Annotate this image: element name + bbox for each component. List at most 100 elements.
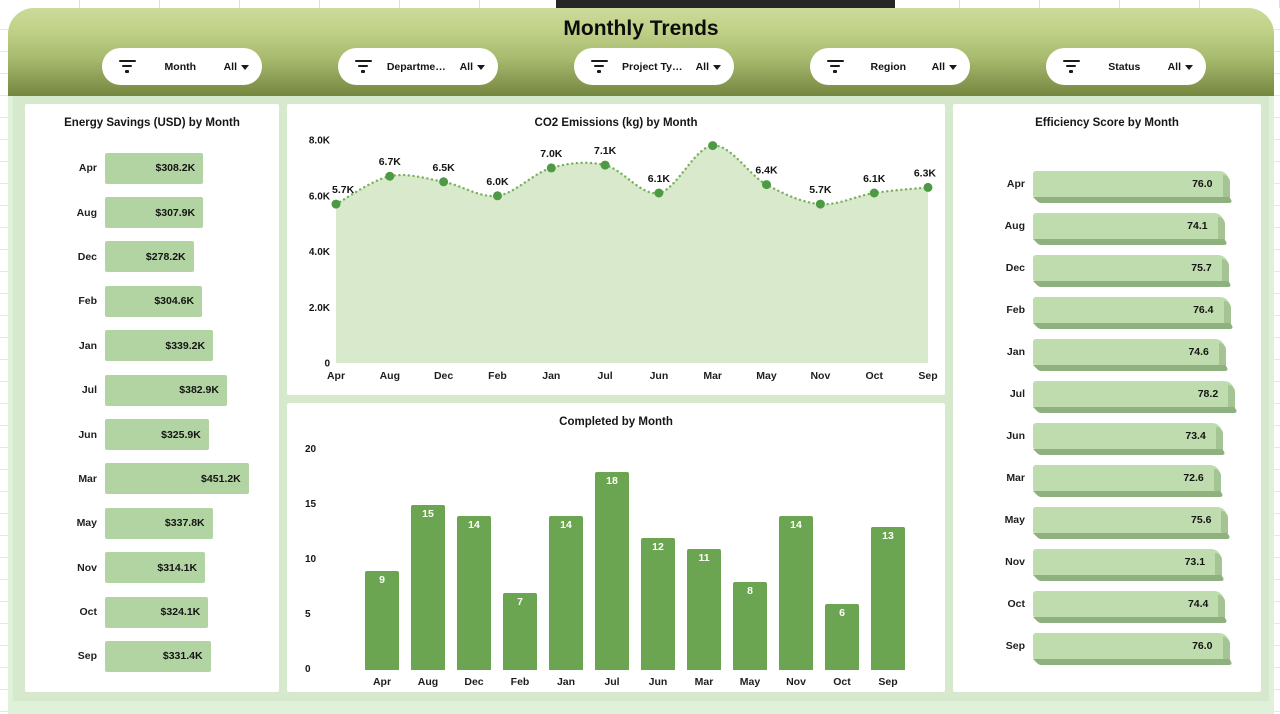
data-point-marker[interactable] xyxy=(600,160,610,170)
filter-label: Status xyxy=(1108,60,1141,73)
filter-value-dropdown[interactable]: All xyxy=(460,61,485,73)
hbar[interactable]: 74.4 xyxy=(1033,591,1226,622)
x-tick-label: Nov xyxy=(810,370,830,382)
hbar-row: Jun $325.9K xyxy=(25,412,271,456)
x-tick-label: Mar xyxy=(703,370,722,382)
filter-pill-region[interactable]: Region All xyxy=(810,48,970,85)
bar-value-label: 73.4 xyxy=(1185,430,1206,442)
vbar[interactable]: 8 xyxy=(733,582,767,670)
bar-column: 7 xyxy=(503,593,537,670)
filter-value-dropdown[interactable]: All xyxy=(224,61,249,73)
data-point-marker[interactable] xyxy=(654,188,664,198)
hbar-row: Aug 74.1 xyxy=(953,205,1247,247)
hbar[interactable]: $314.1K xyxy=(105,552,206,584)
y-tick-label: 20 xyxy=(305,444,317,455)
y-tick-label: 0 xyxy=(324,359,330,370)
filter-pill-month[interactable]: Month All xyxy=(102,48,262,85)
x-tick-label: Feb xyxy=(510,676,530,688)
hbar-row: May $337.8K xyxy=(25,501,271,545)
x-tick-label: Sep xyxy=(918,370,937,382)
data-point-marker[interactable] xyxy=(923,182,933,192)
hbar[interactable]: $339.2K xyxy=(105,330,214,362)
data-point-marker[interactable] xyxy=(331,199,341,209)
data-point-marker[interactable] xyxy=(869,188,879,198)
hbar-row: Jan $339.2K xyxy=(25,324,271,368)
bar-column: 12 xyxy=(641,538,675,670)
data-point-marker[interactable] xyxy=(493,191,502,201)
hbar[interactable]: 76.0 xyxy=(1033,633,1229,664)
data-point-marker[interactable] xyxy=(439,177,449,187)
hbar[interactable]: $337.8K xyxy=(105,507,213,539)
chevron-down-icon xyxy=(712,64,721,70)
x-tick-label: May xyxy=(756,370,777,382)
x-tick-label: Jan xyxy=(556,676,576,688)
x-tick-label: Jun xyxy=(650,370,669,382)
co2-area-chart: 8.0K 6.0K 4.0K 2.0K 0 5.7K Apr 6.7K Aug 6.5K Dec 6.… xyxy=(287,129,945,395)
filter-value-dropdown[interactable]: All xyxy=(1168,61,1193,73)
bar-value-label: 14 xyxy=(790,519,802,531)
vbar[interactable]: 14 xyxy=(457,516,491,670)
hbar[interactable]: 76.0 xyxy=(1033,171,1229,202)
y-tick-label: 15 xyxy=(305,499,317,510)
y-tick-label: 0 xyxy=(305,664,311,675)
hbar[interactable]: $304.6K xyxy=(105,285,203,317)
hbar[interactable]: $278.2K xyxy=(105,241,194,273)
hbar[interactable]: 74.1 xyxy=(1033,213,1225,244)
hbar[interactable]: $308.2K xyxy=(105,152,204,184)
vbar[interactable]: 12 xyxy=(641,538,675,670)
hbar-row: Dec 75.7 xyxy=(953,247,1247,289)
bar-track: $304.6K xyxy=(105,285,271,317)
vbar[interactable]: 14 xyxy=(779,516,813,670)
bar-value-label: 76.4 xyxy=(1193,304,1214,316)
hbar[interactable]: 73.1 xyxy=(1033,549,1223,580)
filter-value: All xyxy=(931,60,945,73)
vbar[interactable]: 18 xyxy=(595,472,629,670)
vbar[interactable]: 11 xyxy=(687,549,721,670)
hbar[interactable]: 75.6 xyxy=(1033,507,1229,538)
data-point-marker[interactable] xyxy=(546,163,556,173)
vbar[interactable]: 7 xyxy=(503,593,537,670)
chevron-down-icon xyxy=(1184,64,1193,70)
hbar[interactable]: $307.9K xyxy=(105,197,204,229)
hbar[interactable]: $331.4K xyxy=(105,640,211,672)
hbar-row: Feb 76.4 xyxy=(953,289,1247,331)
bar-value-label: $331.4K xyxy=(162,650,203,663)
bar-track: 74.1 xyxy=(1033,213,1247,244)
hbar-row: Jun 73.4 xyxy=(953,415,1247,457)
hbar[interactable]: $382.9K xyxy=(105,374,227,406)
chevron-down-icon xyxy=(476,64,485,70)
hbar[interactable]: 74.6 xyxy=(1033,339,1226,370)
filter-pill-department[interactable]: Departme… All xyxy=(338,48,498,85)
hbar[interactable]: 72.6 xyxy=(1033,465,1221,496)
data-point-marker[interactable] xyxy=(385,171,395,181)
bar-track: 76.4 xyxy=(1033,297,1247,328)
chevron-down-icon xyxy=(240,64,249,70)
x-tick-label: Jul xyxy=(604,676,620,688)
vbar[interactable]: 13 xyxy=(871,527,905,670)
data-point-marker[interactable] xyxy=(762,180,771,190)
filter-value: All xyxy=(1167,60,1181,73)
filter-pill-status[interactable]: Status All xyxy=(1046,48,1206,85)
filter-icon xyxy=(117,59,137,74)
hbar[interactable]: 78.2 xyxy=(1033,381,1236,412)
vbar[interactable]: 15 xyxy=(411,505,445,670)
hbar[interactable]: 75.7 xyxy=(1033,255,1229,286)
vbar[interactable]: 9 xyxy=(365,571,399,670)
panel-title: Completed by Month xyxy=(559,416,673,428)
filter-value-dropdown[interactable]: All xyxy=(932,61,957,73)
filter-value-dropdown[interactable]: All xyxy=(696,61,721,73)
data-point-marker[interactable] xyxy=(815,199,825,209)
hbar[interactable]: 73.4 xyxy=(1033,423,1223,454)
hbar[interactable]: $325.9K xyxy=(105,419,209,451)
hbar[interactable]: $324.1K xyxy=(105,596,209,628)
filter-label: Month xyxy=(164,60,197,73)
bar-track: $337.8K xyxy=(105,507,271,539)
vbar[interactable]: 6 xyxy=(825,604,859,670)
filter-pill-project-type[interactable]: Project Ty… All xyxy=(574,48,734,85)
hbar[interactable]: $451.2K xyxy=(105,463,249,495)
hbar[interactable]: 76.4 xyxy=(1033,297,1231,328)
x-tick-label: Jan xyxy=(542,370,560,382)
vbar[interactable]: 14 xyxy=(549,516,583,670)
bar-value-label: 74.4 xyxy=(1187,598,1209,610)
data-point-marker[interactable] xyxy=(708,141,718,151)
